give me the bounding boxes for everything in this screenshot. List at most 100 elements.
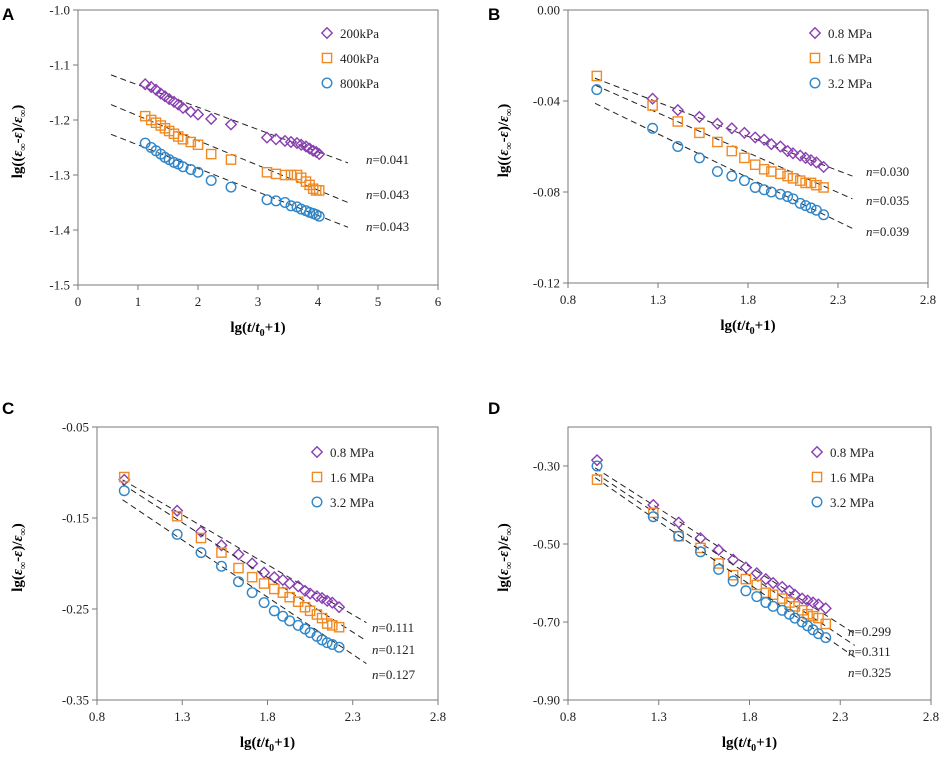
data-point xyxy=(727,575,739,587)
x-tick-label: 2 xyxy=(195,294,202,309)
data-point xyxy=(765,138,778,151)
y-title-part: ε xyxy=(10,116,26,123)
n-label: n=0.111 xyxy=(372,620,414,635)
y-title-part: ) xyxy=(496,104,512,109)
data-point xyxy=(258,597,270,609)
data-point xyxy=(783,584,796,597)
data-point xyxy=(192,139,204,151)
x-title-part: t xyxy=(739,735,744,751)
data-point xyxy=(313,210,325,222)
data-point xyxy=(647,100,658,111)
y-title-part: ε xyxy=(496,149,512,156)
data-point xyxy=(805,177,817,189)
x-title-part: +1) xyxy=(265,320,286,336)
legend-marker xyxy=(311,496,323,508)
fit-line xyxy=(594,77,853,177)
x-axis-title-a: lg(t/t0+1) xyxy=(230,320,285,339)
data-point xyxy=(333,621,345,633)
data-point xyxy=(784,597,795,608)
data-point xyxy=(257,566,271,579)
data-point xyxy=(726,170,738,182)
y-title-part: lg(( xyxy=(10,157,26,179)
series-c-2 xyxy=(118,485,345,653)
data-point xyxy=(788,588,802,601)
data-point xyxy=(185,163,197,175)
data-point xyxy=(711,117,724,130)
legend-marker xyxy=(321,52,333,64)
y-title-part: ε xyxy=(496,568,512,575)
y-title-part: ) xyxy=(10,105,26,110)
data-point xyxy=(192,166,204,178)
legend-label: 0.8 MPa xyxy=(830,445,874,460)
x-title-part: 0 xyxy=(260,328,265,339)
data-point xyxy=(303,587,317,600)
panel-letter-b: B xyxy=(488,5,500,24)
y-tick-label: -1.1 xyxy=(49,58,70,73)
data-point xyxy=(118,471,130,483)
x-title-part: / xyxy=(250,320,256,336)
data-point xyxy=(118,473,131,486)
x-tick-label: 1 xyxy=(135,294,142,309)
series-b-1 xyxy=(591,70,829,193)
x-tick-label: 2.8 xyxy=(920,292,936,307)
data-point xyxy=(292,596,304,608)
panel-a: A -1.0-1.1-1.2-1.3-1.4-1.50 1 2 3 4 5 6lg(t/t0+… xyxy=(2,3,442,340)
x-title-part: / xyxy=(740,318,746,334)
n-italic: n xyxy=(866,193,873,208)
data-point xyxy=(776,604,788,616)
data-point xyxy=(216,547,227,558)
legend-label: 800kPa xyxy=(340,76,379,91)
data-point xyxy=(711,166,723,178)
y-title-part: ∞ xyxy=(504,528,515,535)
data-point xyxy=(693,110,706,124)
legend-label: 0.8 MPa xyxy=(828,26,872,41)
data-point xyxy=(671,103,684,117)
data-point xyxy=(818,209,830,221)
data-point xyxy=(646,92,659,105)
data-point xyxy=(300,176,312,187)
n-label: n=0.043 xyxy=(366,219,409,234)
data-point xyxy=(233,562,244,574)
data-point xyxy=(261,166,273,178)
data-point xyxy=(787,173,799,184)
data-point xyxy=(783,608,795,620)
n-italic: n xyxy=(848,624,855,639)
data-point xyxy=(191,108,205,121)
n-value: =0.035 xyxy=(873,193,910,208)
series-c-1 xyxy=(118,471,345,633)
fit-line xyxy=(594,472,856,646)
data-point xyxy=(268,605,280,617)
y-title-part: ∞ xyxy=(504,109,515,116)
x-title-part: lg( xyxy=(720,318,737,334)
data-point xyxy=(224,118,238,131)
data-point xyxy=(751,579,763,591)
x-axis-title-b: lg(t/t0+1) xyxy=(720,318,775,337)
data-point xyxy=(205,112,218,126)
panel-b: B 0.00-0.04-0.08-0.120.8 1.3 1.8 2.3 2.8lg(t/… xyxy=(488,3,936,338)
x-title-part: +1) xyxy=(756,735,777,751)
x-title-part: t xyxy=(257,735,262,751)
legend-label: 1.6 MPa xyxy=(330,470,374,485)
y-title-part: - xyxy=(10,557,26,562)
y-title-part: ε xyxy=(10,550,26,557)
data-point xyxy=(725,122,738,135)
data-point xyxy=(176,101,190,115)
data-point xyxy=(232,548,245,561)
data-point xyxy=(177,161,189,173)
series-a-2 xyxy=(139,137,325,222)
data-point xyxy=(811,179,822,191)
fit-line xyxy=(594,477,856,658)
y-tick-label: -0.25 xyxy=(62,602,89,617)
x-tick-label: 2.3 xyxy=(832,709,848,724)
x-tick-label: 0.8 xyxy=(89,709,105,724)
data-point xyxy=(326,638,338,650)
data-point xyxy=(195,532,207,544)
x-tick-label: 2.3 xyxy=(830,292,846,307)
panel-letter-d: D xyxy=(488,399,500,418)
x-tick-label: 1.8 xyxy=(259,709,275,724)
y-title-part: - xyxy=(496,557,512,562)
data-point xyxy=(673,530,685,542)
y-title-part: ∞ xyxy=(18,143,29,150)
data-point xyxy=(171,528,183,540)
data-point xyxy=(299,140,313,153)
